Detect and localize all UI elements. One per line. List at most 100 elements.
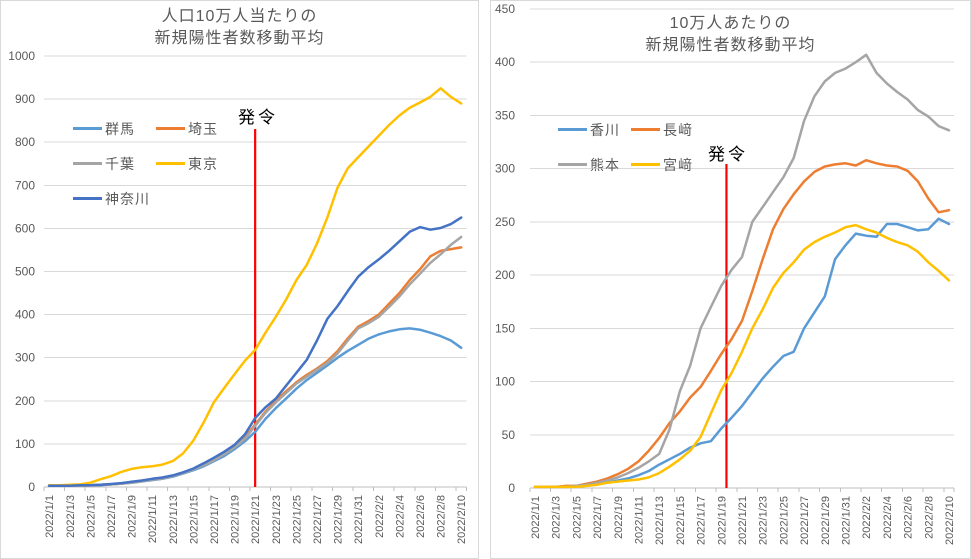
plot-svg-kyushu: 0 50 100 150 200 250 300 350 400 450 2022/1/1 2022/… bbox=[495, 2, 956, 545]
chart-panel-kanto: 0 100 200 300 400 500 600 700 800 900 1000 2022/1/1… bbox=[0, 0, 479, 559]
y-axis-label: 700 bbox=[15, 178, 35, 192]
x-axis-label: 2022/1/15 bbox=[675, 496, 687, 545]
decree-label-kanto: 発令 bbox=[238, 108, 278, 127]
legend-swatch-gunma-icon bbox=[73, 126, 102, 131]
x-axis-label: 2022/1/27 bbox=[799, 496, 811, 545]
y-axis-label: 350 bbox=[495, 108, 515, 122]
legend-swatch-saitama-icon bbox=[156, 126, 185, 131]
chart-title: 人口10万人当たりの 新規陽性者数移動平均 bbox=[1, 6, 478, 50]
decree-label-kyushu: 発令 bbox=[708, 145, 748, 164]
series-line-東京 bbox=[47, 87, 463, 487]
y-axis-label: 200 bbox=[495, 268, 515, 282]
y-axis-label: 50 bbox=[502, 428, 516, 442]
series-line-熊本 bbox=[533, 53, 951, 489]
x-axis-label: 2022/2/2 bbox=[861, 496, 873, 539]
y-axis-label: 200 bbox=[15, 394, 35, 408]
legend-label-kanagawa: 神奈川 bbox=[105, 190, 150, 207]
legend-item-kumamoto: 熊本 bbox=[558, 156, 620, 173]
y-axis-label: 450 bbox=[495, 2, 515, 16]
y-axis-label: 900 bbox=[15, 92, 35, 106]
legend-item-kagawa: 香川 bbox=[558, 121, 620, 138]
x-axis-label: 2022/1/11 bbox=[147, 495, 159, 543]
y-axis-label: 800 bbox=[15, 135, 35, 149]
x-axis-label: 2022/2/6 bbox=[903, 496, 915, 539]
x-axis-label: 2022/1/17 bbox=[696, 496, 708, 545]
x-axis-label: 2022/1/31 bbox=[353, 495, 365, 544]
y-axis-label: 250 bbox=[495, 215, 515, 229]
legend-item-nagasaki: 長﨑 bbox=[631, 121, 693, 138]
y-axis-label: 500 bbox=[15, 265, 35, 279]
legend-item-gunma: 群馬 bbox=[73, 120, 135, 137]
series-line-宮﨑 bbox=[533, 223, 951, 489]
x-axis-label: 2022/1/31 bbox=[840, 496, 852, 545]
legend-label-nagasaki: 長﨑 bbox=[663, 121, 693, 138]
x-axis-label: 2022/1/1 bbox=[530, 496, 542, 539]
x-axis-label: 2022/1/25 bbox=[291, 495, 303, 544]
x-axis-label: 2022/1/9 bbox=[127, 495, 139, 538]
x-axis-label: 2022/1/3 bbox=[551, 496, 563, 539]
chart-title-line2: 新規陽性者数移動平均 bbox=[154, 30, 325, 47]
legend-swatch-kagawa-icon bbox=[558, 127, 587, 132]
series-line-神奈川 bbox=[47, 216, 463, 487]
x-axis-label: 2022/1/5 bbox=[85, 495, 97, 538]
chart-panel-kyushu: 0 50 100 150 200 250 300 350 400 450 2022/1/1 2022/… bbox=[490, 0, 971, 559]
y-axis-label: 400 bbox=[495, 55, 515, 69]
legend-label-tokyo: 東京 bbox=[188, 155, 218, 172]
x-axis-label: 2022/2/8 bbox=[923, 496, 935, 539]
legend-label-miyazaki: 宮﨑 bbox=[663, 156, 693, 173]
x-axis-label: 2022/1/19 bbox=[230, 495, 242, 544]
x-axis-label: 2022/1/13 bbox=[168, 495, 180, 544]
x-axis-label: 2022/1/15 bbox=[188, 495, 200, 544]
series-line-長﨑 bbox=[533, 158, 951, 489]
y-axis-label: 300 bbox=[495, 162, 515, 176]
legend-swatch-kanagawa-icon bbox=[73, 196, 102, 201]
plot-svg-kanto: 0 100 200 300 400 500 600 700 800 900 1000 2022/1/1… bbox=[8, 49, 468, 544]
legend-swatch-kumamoto-icon bbox=[558, 162, 587, 167]
legend-swatch-miyazaki-icon bbox=[631, 162, 660, 167]
x-axis-label: 2022/2/10 bbox=[944, 496, 956, 545]
legend-item-miyazaki: 宮﨑 bbox=[631, 156, 693, 173]
y-axis-label: 0 bbox=[508, 481, 515, 495]
legend-item-kanagawa: 神奈川 bbox=[73, 190, 150, 207]
chart-title-line1: 人口10万人当たりの bbox=[161, 8, 318, 25]
x-axis-label: 2022/1/7 bbox=[592, 496, 604, 539]
chart-title: 10万人あたりの 新規陽性者数移動平均 bbox=[491, 13, 970, 57]
x-axis-label: 2022/1/29 bbox=[333, 495, 345, 544]
legend-item-saitama: 埼玉 bbox=[156, 120, 218, 137]
x-axis-label: 2022/1/27 bbox=[312, 495, 324, 544]
x-axis-label: 2022/1/21 bbox=[737, 496, 749, 545]
y-axis-label: 400 bbox=[15, 308, 35, 322]
x-axis-label: 2022/2/10 bbox=[456, 495, 468, 544]
legend-label-kagawa: 香川 bbox=[590, 121, 620, 138]
chart-title-line2: 新規陽性者数移動平均 bbox=[645, 37, 816, 54]
legend-label-saitama: 埼玉 bbox=[188, 120, 218, 137]
x-axis-label: 2022/1/23 bbox=[271, 495, 283, 544]
y-axis-label: 100 bbox=[495, 375, 515, 389]
legend-label-gunma: 群馬 bbox=[105, 120, 135, 137]
legend-label-chiba: 千葉 bbox=[105, 155, 135, 172]
x-axis-label: 2022/2/4 bbox=[394, 495, 406, 538]
x-axis-label: 2022/2/6 bbox=[415, 495, 427, 538]
legend-swatch-nagasaki-icon bbox=[631, 127, 660, 132]
x-axis-label: 2022/1/1 bbox=[44, 495, 56, 538]
x-axis-label: 2022/2/4 bbox=[882, 496, 894, 539]
x-axis-label: 2022/1/25 bbox=[778, 496, 790, 545]
y-axis-label: 600 bbox=[15, 221, 35, 235]
legend-swatch-tokyo-icon bbox=[156, 161, 185, 166]
x-axis-label: 2022/1/3 bbox=[65, 495, 77, 538]
x-axis-label: 2022/1/17 bbox=[209, 495, 221, 544]
x-axis-label: 2022/1/9 bbox=[613, 496, 625, 539]
x-axis-label: 2022/1/11 bbox=[633, 496, 645, 544]
legend-item-tokyo: 東京 bbox=[156, 155, 218, 172]
x-axis-label: 2022/1/19 bbox=[716, 496, 728, 545]
x-axis-label: 2022/2/2 bbox=[374, 495, 386, 538]
x-axis-label: 2022/1/21 bbox=[250, 495, 262, 544]
x-axis-label: 2022/1/7 bbox=[106, 495, 118, 538]
x-axis-label: 2022/1/5 bbox=[571, 496, 583, 539]
legend-item-chiba: 千葉 bbox=[73, 155, 135, 172]
x-axis-label: 2022/1/13 bbox=[654, 496, 666, 545]
x-axis-label: 2022/1/23 bbox=[758, 496, 770, 545]
chart-title-line1: 10万人あたりの bbox=[669, 15, 792, 32]
y-axis-label: 100 bbox=[15, 437, 35, 451]
